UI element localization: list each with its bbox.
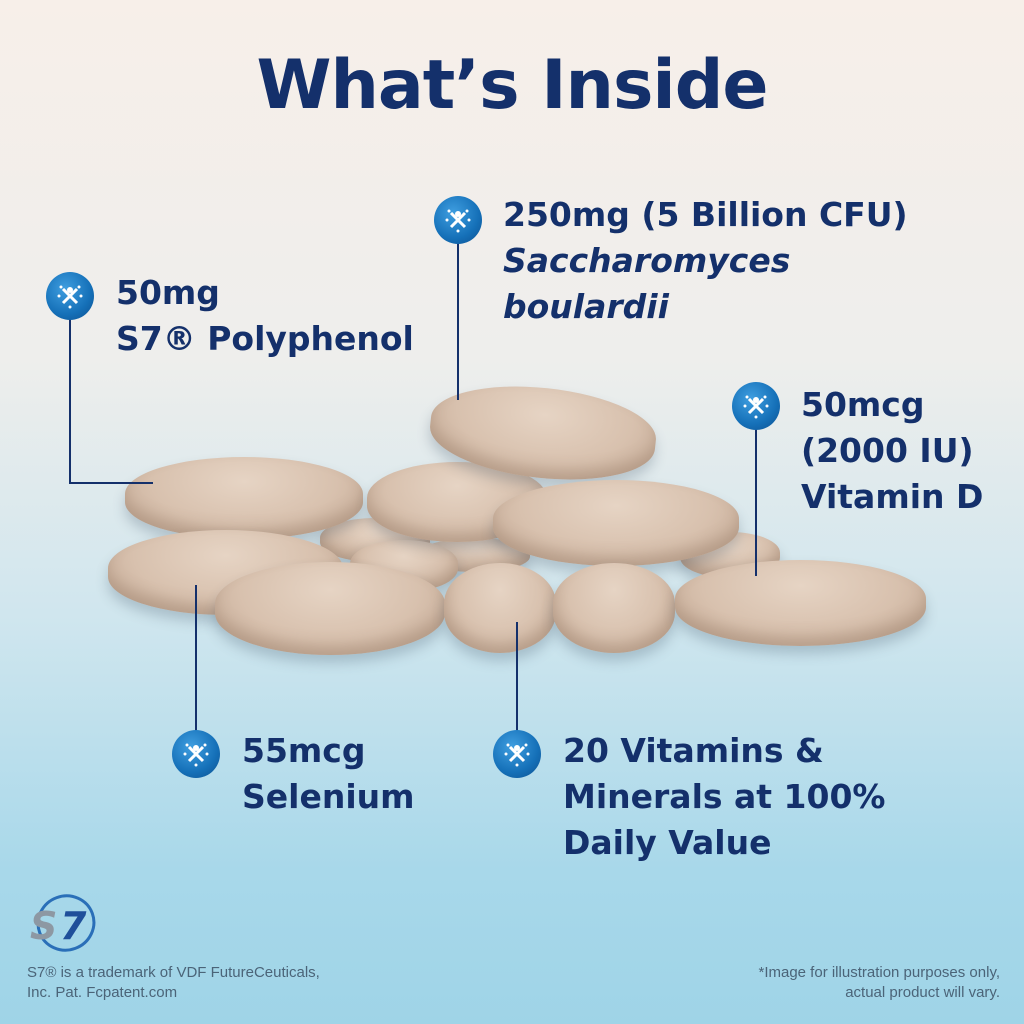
disclaimer-line: actual product will vary. [845,984,1000,1001]
tablet [125,457,363,539]
callout-amount: (2000 IU) [801,431,974,470]
callout-amount: 55mcg [242,731,366,770]
callout-text: Minerals at 100% [563,777,886,816]
callout-amount: 50mcg [801,385,925,424]
page-title: What’s Inside [256,46,768,125]
callout-ingredient: boulardii [503,287,669,326]
callout-amount: 250mg (5 Billion CFU) [503,195,908,234]
callout-ingredient: S7® Polyphenol [116,319,414,358]
molecule-icon [732,382,780,430]
molecule-icon [493,730,541,778]
callout-text: Daily Value [563,823,772,862]
disclaimer-line: *Image for illustration purposes only, [758,964,1000,981]
callout-selenium: 55mcg Selenium [242,728,415,820]
trademark-line: Inc. Pat. Fcpatent.com [27,984,178,1001]
tablet [215,562,445,655]
molecule-icon [434,196,482,244]
connector-line [69,318,71,484]
tablet [493,480,739,566]
callout-vitamin-d: 50mcg (2000 IU) Vitamin D [801,382,983,520]
trademark-note: S7® is a trademark of VDF FutureCeutical… [27,963,320,1003]
connector-line [195,585,197,733]
connector-line [457,242,459,400]
tablet [553,563,675,653]
callout-ingredient: Saccharomyces [503,241,791,280]
trademark-line: S7® is a trademark of VDF FutureCeutical… [27,964,320,981]
molecule-icon [46,272,94,320]
connector-line [516,622,518,734]
callout-polyphenol: 50mg S7® Polyphenol [116,270,414,362]
tablet [444,563,556,653]
svg-text:S: S [30,904,57,948]
callout-vitamins-minerals: 20 Vitamins & Minerals at 100% Daily Val… [563,728,886,866]
connector-line [755,428,757,576]
callout-ingredient: Selenium [242,777,415,816]
callout-ingredient: Vitamin D [801,477,984,516]
tablet [675,560,926,646]
callout-amount: 50mg [116,273,220,312]
callout-text: 20 Vitamins & [563,731,824,770]
svg-text:7: 7 [60,904,87,948]
callout-probiotic: 250mg (5 Billion CFU) Saccharomyces boul… [503,192,908,330]
molecule-icon [172,730,220,778]
disclaimer-note: *Image for illustration purposes only, a… [758,963,1000,1003]
connector-line [69,482,153,484]
